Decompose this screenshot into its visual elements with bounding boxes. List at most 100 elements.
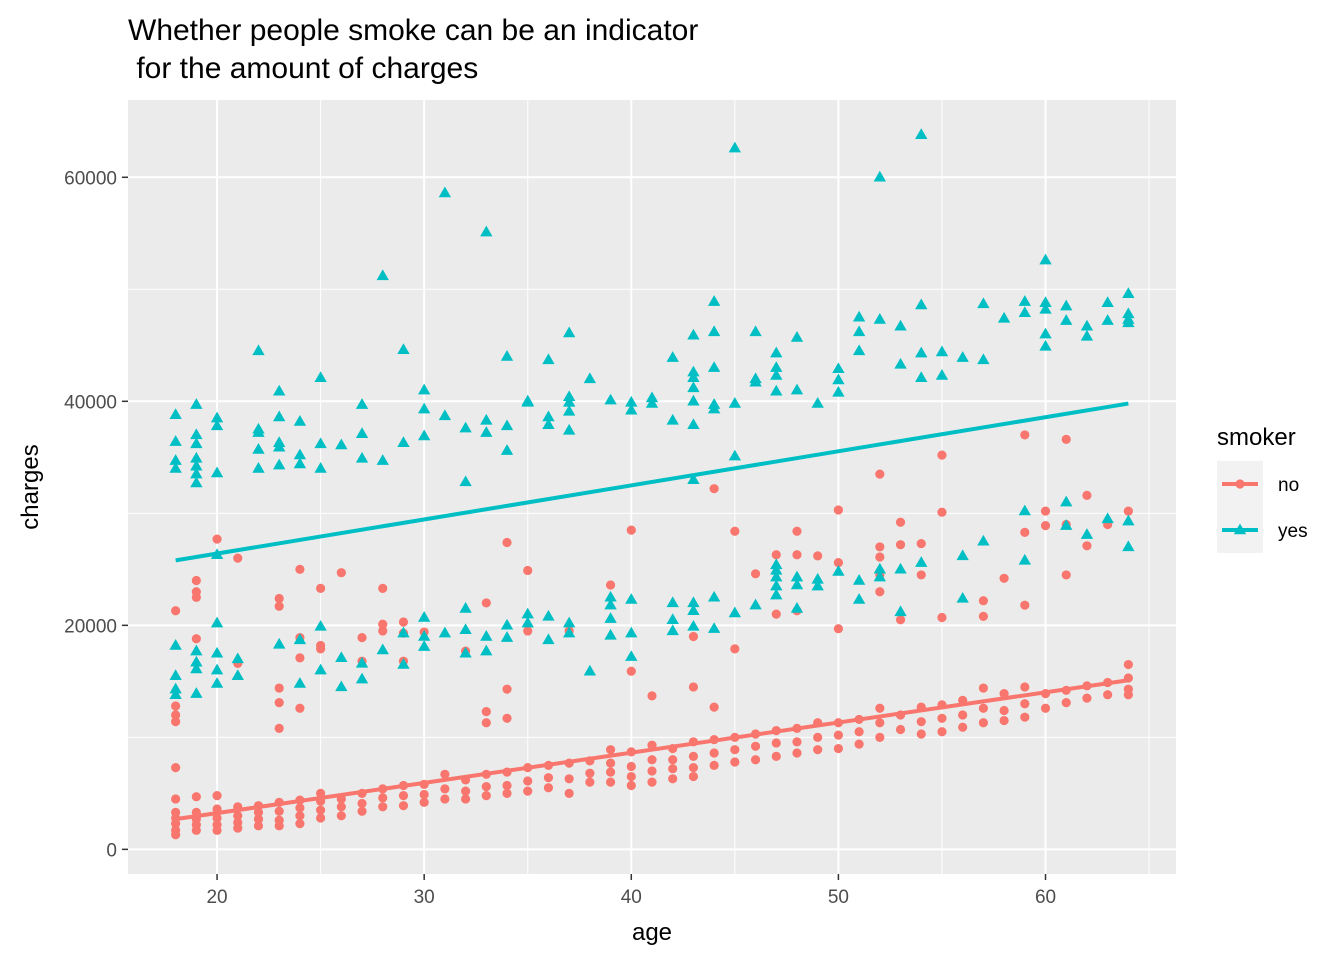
- data-point-yes: [190, 644, 203, 656]
- data-point-no: [398, 617, 409, 627]
- data-point-yes: [894, 605, 907, 617]
- data-point-no: [1040, 506, 1051, 516]
- data-point-yes: [1122, 514, 1135, 526]
- data-point-no: [212, 790, 222, 801]
- data-point-no: [481, 718, 491, 728]
- data-point-no: [1061, 434, 1071, 444]
- chart-title: Whether people smoke can be an indicator…: [128, 14, 698, 85]
- data-point-yes: [790, 330, 804, 342]
- legend-label-no: no: [1278, 475, 1299, 496]
- data-point-yes: [190, 467, 203, 479]
- data-point-yes: [852, 593, 866, 604]
- data-point-yes: [355, 398, 369, 409]
- x-tick-label: 40: [621, 887, 642, 908]
- data-point-no: [316, 583, 326, 593]
- data-point-no: [937, 727, 947, 737]
- data-point-yes: [790, 578, 804, 590]
- data-point-yes: [625, 650, 638, 661]
- data-point-yes: [397, 343, 410, 355]
- data-point-no: [274, 821, 284, 831]
- y-tick-label: 60000: [64, 168, 117, 189]
- legend-key-marker: [1233, 523, 1247, 535]
- data-point-no: [833, 743, 844, 754]
- data-point-no: [295, 653, 305, 663]
- data-point-yes: [728, 141, 742, 153]
- data-point-no: [688, 771, 699, 782]
- minor-gridlines: [128, 100, 1176, 874]
- data-point-yes: [1080, 528, 1094, 539]
- data-point-yes: [521, 607, 534, 619]
- data-point-no: [171, 701, 181, 711]
- data-point-yes: [169, 435, 182, 446]
- data-point-yes: [770, 563, 783, 575]
- data-point-yes: [687, 371, 700, 383]
- data-point-yes: [749, 375, 762, 387]
- data-point-no: [813, 745, 823, 755]
- data-point-no: [750, 569, 761, 579]
- data-point-no: [1082, 541, 1092, 551]
- data-point-yes: [749, 325, 762, 337]
- data-point-no: [481, 782, 491, 792]
- data-point-no: [978, 718, 988, 728]
- data-point-no: [378, 802, 388, 812]
- data-point-yes: [562, 423, 576, 435]
- data-point-yes: [314, 437, 327, 449]
- data-point-yes: [1122, 540, 1135, 552]
- data-point-yes: [625, 626, 638, 638]
- data-point-no: [792, 550, 802, 560]
- data-point-yes: [169, 408, 182, 419]
- data-point-no: [502, 713, 512, 723]
- data-point-no: [688, 751, 699, 761]
- data-point-no: [978, 596, 988, 606]
- data-point-yes: [293, 677, 307, 688]
- data-point-yes: [438, 626, 452, 638]
- data-point-yes: [169, 462, 182, 473]
- data-point-no: [937, 507, 947, 517]
- data-point-yes: [397, 658, 410, 669]
- data-point-no: [523, 626, 533, 636]
- data-point-no: [792, 748, 802, 758]
- data-point-yes: [770, 558, 783, 570]
- data-point-yes: [1122, 316, 1135, 328]
- data-point-yes: [500, 350, 514, 361]
- data-point-no: [440, 794, 450, 804]
- data-point-yes: [790, 383, 804, 395]
- data-point-no: [171, 794, 181, 804]
- data-point-yes: [728, 606, 742, 618]
- data-point-no: [813, 732, 823, 742]
- y-tick-label: 20000: [64, 616, 117, 637]
- data-point-no: [605, 758, 616, 768]
- data-point-no: [336, 811, 346, 821]
- data-point-no: [1020, 699, 1030, 709]
- data-point-yes: [666, 596, 679, 608]
- data-point-no: [771, 609, 781, 619]
- data-point-no: [212, 813, 222, 823]
- y-tick-label: 0: [106, 840, 117, 861]
- data-point-yes: [355, 656, 369, 668]
- data-point-no: [295, 703, 305, 713]
- data-point-no: [460, 794, 471, 804]
- data-point-no: [523, 786, 533, 796]
- data-point-no: [999, 705, 1009, 716]
- data-point-yes: [873, 562, 887, 574]
- data-point-yes: [438, 186, 452, 198]
- data-point-no: [1020, 682, 1030, 692]
- chart-title-line-2: for the amount of charges: [128, 52, 478, 85]
- data-point-no: [274, 698, 284, 708]
- data-point-yes: [1080, 329, 1094, 341]
- data-point-yes: [459, 646, 472, 658]
- data-point-yes: [210, 646, 224, 658]
- data-point-yes: [770, 369, 783, 380]
- data-point-no: [440, 784, 450, 794]
- legend-key-marker: [1235, 479, 1245, 489]
- data-point-yes: [852, 310, 866, 322]
- data-point-yes: [852, 574, 866, 585]
- data-point-no: [191, 825, 201, 835]
- data-point-yes: [1018, 306, 1031, 318]
- data-point-yes: [707, 590, 721, 602]
- legend-label-yes: yes: [1278, 521, 1308, 542]
- data-point-yes: [935, 369, 949, 380]
- data-point-yes: [169, 682, 182, 694]
- data-point-yes: [542, 633, 555, 645]
